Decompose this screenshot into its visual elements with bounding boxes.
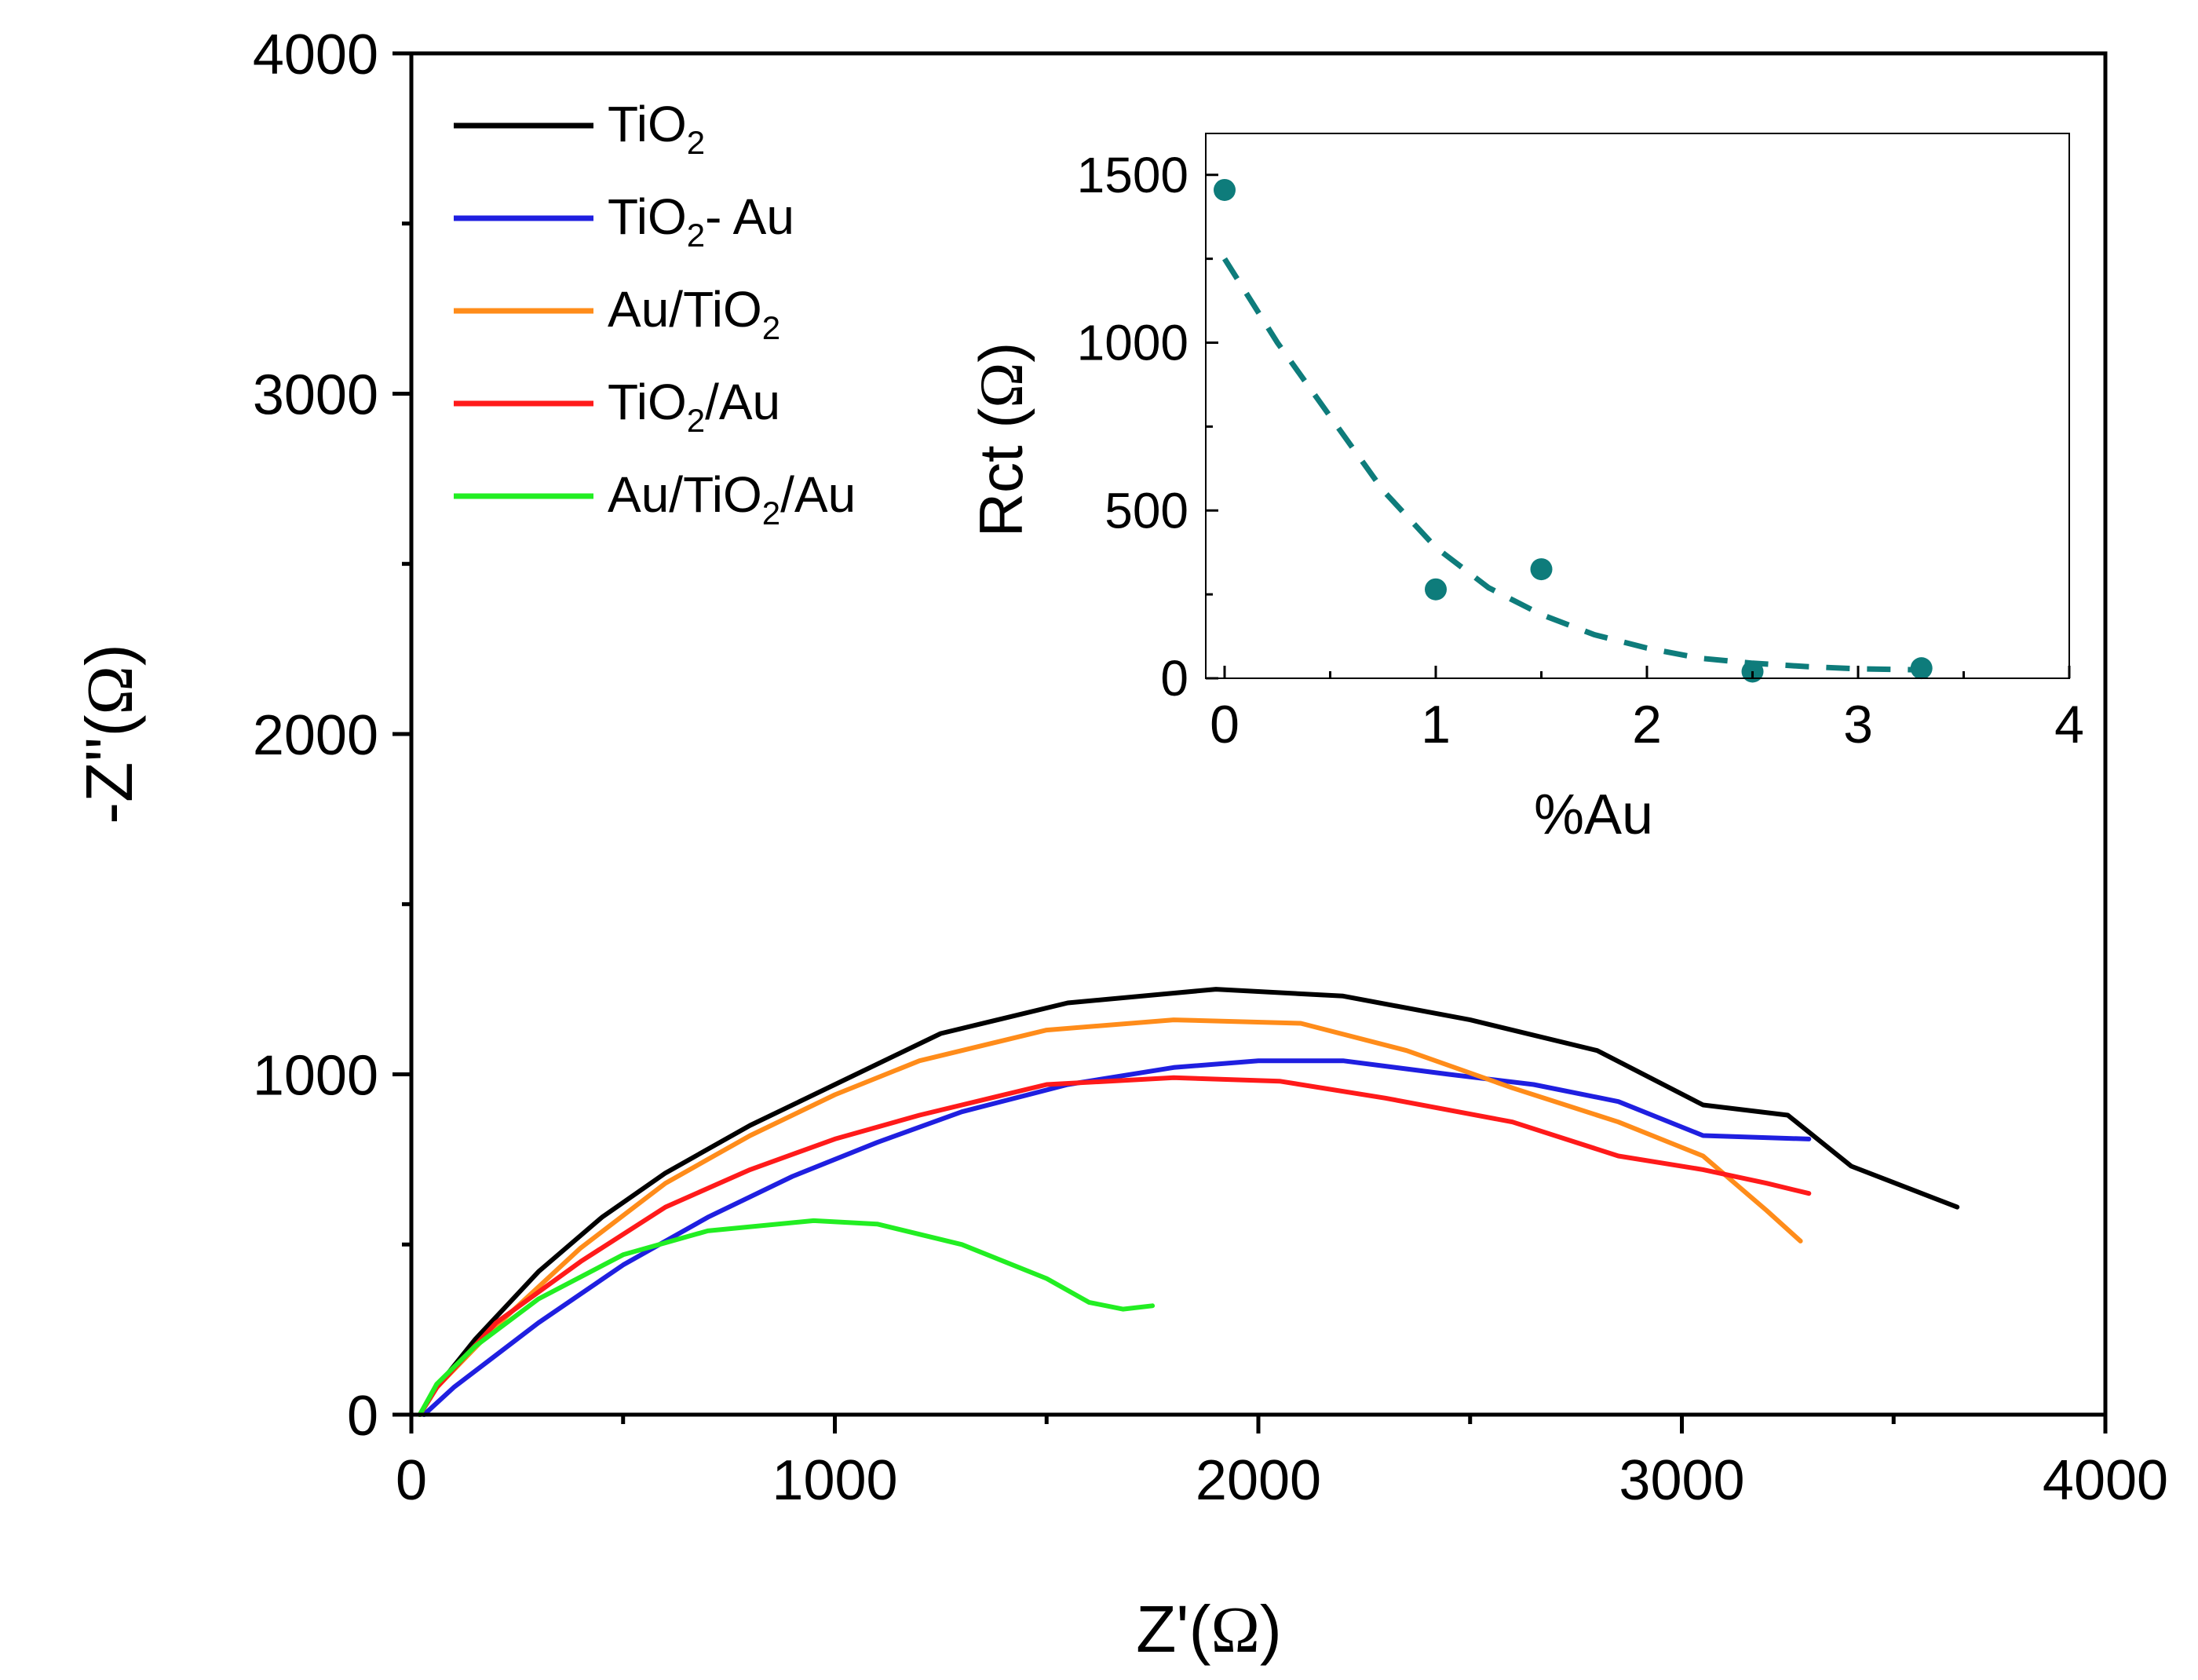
inset-y-tick-labels: 0 500 1000 1500 xyxy=(1077,147,1188,707)
inset-axis-ticks xyxy=(1206,173,2071,680)
legend-label-tio2-slash-au: TiO2/Au xyxy=(608,374,780,439)
y-tick-label: 0 xyxy=(347,1385,378,1448)
legend-label-au-tio2: Au/TiO2 xyxy=(608,281,780,346)
main-y-tick-labels: 0 1000 2000 3000 4000 xyxy=(253,24,378,1448)
legend-item-tio2: TiO2 xyxy=(454,96,705,161)
y-tick-label: 1000 xyxy=(253,1045,378,1108)
inset-y-tick-label: 1000 xyxy=(1077,315,1188,371)
series-line-tio2 xyxy=(417,987,1960,1417)
legend: TiO2 TiO2- Au Au/TiO2 TiO2/Au Au/TiO2/Au xyxy=(454,96,856,531)
inset-x-tick-label: 4 xyxy=(2054,695,2084,754)
x-tick-label: 0 xyxy=(396,1449,427,1512)
inset-data-point xyxy=(1425,578,1447,601)
y-tick-label: 3000 xyxy=(253,364,378,427)
inset-y-tick-label: 1500 xyxy=(1077,147,1188,203)
legend-label-tio2: TiO2 xyxy=(608,96,705,161)
legend-item-tio2-au: TiO2- Au xyxy=(454,188,794,254)
y-tick-label: 2000 xyxy=(253,704,378,767)
inset-rct-plot: 0 1 2 3 4 0 500 1000 1500 %Au Rct (Ω) xyxy=(966,133,2084,846)
legend-label-au-tio2-au: Au/TiO2/Au xyxy=(608,466,856,531)
legend-item-au-tio2-au: Au/TiO2/Au xyxy=(454,466,856,531)
inset-data-point xyxy=(1214,178,1236,201)
inset-x-tick-label: 1 xyxy=(1421,695,1451,754)
main-nyquist-plot: 0 1000 2000 3000 4000 0 1000 2000 3000 4000 Z'(Ω… xyxy=(72,24,2168,1667)
legend-item-tio2-slash-au: TiO2/Au xyxy=(454,374,780,439)
inset-x-tick-label: 0 xyxy=(1210,695,1240,754)
main-x-tick-labels: 0 1000 2000 3000 4000 xyxy=(396,1449,2168,1512)
inset-x-axis-label: %Au xyxy=(1534,783,1653,846)
main-series-lines xyxy=(417,987,1960,1417)
inset-x-tick-label: 2 xyxy=(1632,695,1662,754)
legend-item-au-tio2: Au/TiO2 xyxy=(454,281,780,346)
inset-data-point xyxy=(1910,657,1933,680)
x-tick-label: 2000 xyxy=(1196,1449,1321,1512)
x-tick-label: 3000 xyxy=(1619,1449,1744,1512)
main-plot-frame xyxy=(409,51,2108,1417)
inset-y-axis-label: Rct (Ω) xyxy=(966,342,1035,538)
inset-fit-curve xyxy=(1222,257,1922,673)
series-line-au-tio2 xyxy=(417,1017,1803,1417)
series-line-au-tio2-au xyxy=(417,1218,1156,1417)
y-tick-label: 4000 xyxy=(253,24,378,86)
main-y-axis-label: -Z''(Ω) xyxy=(72,644,147,824)
inset-y-tick-label: 500 xyxy=(1104,482,1188,539)
series-line-tio2-au xyxy=(417,1075,1812,1417)
inset-x-tick-label: 3 xyxy=(1843,695,1873,754)
inset-plot-frame xyxy=(1205,133,2070,679)
inset-fit-line xyxy=(1222,257,1922,673)
inset-y-tick-label: 0 xyxy=(1160,650,1188,707)
inset-x-tick-labels: 0 1 2 3 4 xyxy=(1210,695,2084,754)
inset-data-point xyxy=(1530,558,1553,581)
main-x-axis-label: Z'(Ω) xyxy=(1136,1592,1282,1667)
legend-label-tio2-au: TiO2- Au xyxy=(608,188,794,254)
x-tick-label: 1000 xyxy=(772,1449,897,1512)
x-tick-label: 4000 xyxy=(2043,1449,2168,1512)
